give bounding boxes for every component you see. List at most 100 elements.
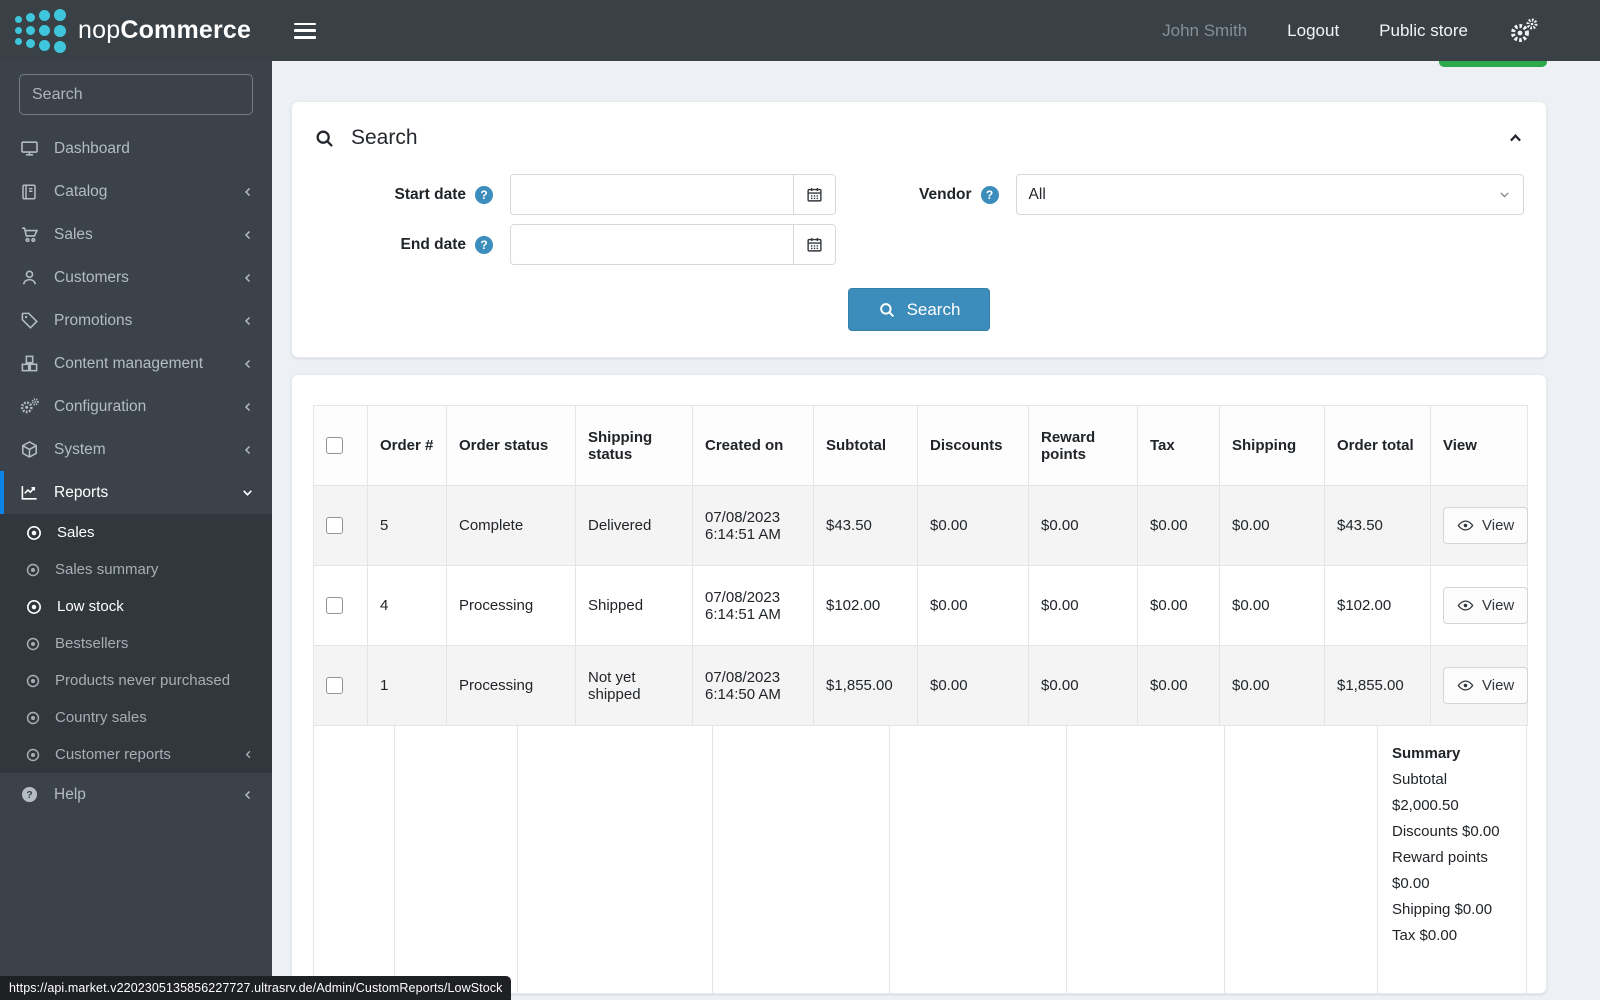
table-row: 1 Processing Not yet shipped 07/08/2023 … bbox=[313, 645, 1529, 726]
sidebar-item-label: Customers bbox=[54, 268, 129, 286]
end-date-label: End date bbox=[400, 235, 466, 253]
question-circle-icon[interactable]: ? bbox=[980, 185, 999, 204]
sidebar-item-label: Dashboard bbox=[54, 139, 130, 157]
sidebar-search-input[interactable] bbox=[32, 85, 239, 104]
chevron-left-icon bbox=[242, 789, 254, 801]
svg-text:?: ? bbox=[26, 790, 32, 801]
row-checkbox[interactable] bbox=[326, 597, 343, 614]
main-content: Sales Export Search Start date ? bbox=[272, 0, 1600, 994]
chevron-down-icon bbox=[241, 486, 254, 499]
search-panel-title: Search bbox=[351, 126, 418, 149]
row-checkbox[interactable] bbox=[326, 677, 343, 694]
search-icon bbox=[879, 302, 894, 317]
orders-summary: Summary Subtotal $2,000.50 Discounts $0.… bbox=[1378, 726, 1528, 993]
column-header: Reward points bbox=[1028, 405, 1138, 486]
summary-tax: Tax $0.00 bbox=[1392, 927, 1458, 944]
cube-icon bbox=[19, 440, 39, 459]
start-date-label: Start date bbox=[394, 185, 467, 203]
view-button[interactable]: View bbox=[1443, 667, 1529, 704]
sidebar-item-label: Catalog bbox=[54, 182, 108, 200]
sidebar-item-reports[interactable]: Reports bbox=[0, 471, 272, 514]
sidebar-item-help[interactable]: ? Help bbox=[0, 773, 272, 816]
sidebar-item-system[interactable]: System bbox=[0, 428, 272, 471]
column-header: Tax bbox=[1137, 405, 1220, 486]
sidebar-item-promotions[interactable]: Promotions bbox=[0, 299, 272, 342]
cell-tax: $0.00 bbox=[1137, 485, 1220, 566]
column-header: Order status bbox=[446, 405, 576, 486]
start-date-input[interactable] bbox=[511, 175, 793, 214]
row-checkbox[interactable] bbox=[326, 517, 343, 534]
circle-dot-icon bbox=[25, 598, 43, 616]
sidebar-item-sales[interactable]: Sales bbox=[0, 213, 272, 256]
logout-link[interactable]: Logout bbox=[1287, 20, 1340, 40]
sidebar-subitem-sales-summary[interactable]: Sales summary bbox=[0, 551, 272, 588]
vendor-select[interactable]: All bbox=[1015, 174, 1524, 215]
table-row: 5 Complete Delivered 07/08/2023 6:14:51 … bbox=[313, 485, 1529, 566]
column-header: Shipping status bbox=[575, 405, 693, 486]
sidebar-subitem-sales[interactable]: Sales bbox=[0, 514, 272, 551]
sidebar-subitem-products-never-purchased[interactable]: Products never purchased bbox=[0, 662, 272, 699]
sidebar-search-box[interactable] bbox=[19, 74, 253, 115]
orders-table: Order # Order status Shipping status Cre… bbox=[313, 405, 1529, 726]
search-icon bbox=[316, 130, 333, 147]
circle-dot-icon bbox=[25, 747, 41, 763]
sidebar-item-label: Content management bbox=[54, 354, 204, 372]
select-all-checkbox[interactable] bbox=[326, 437, 343, 454]
user-icon bbox=[19, 268, 39, 287]
cell-subtotal: $43.50 bbox=[813, 485, 918, 566]
cart-icon bbox=[19, 225, 39, 244]
sidebar-subitem-low-stock[interactable]: Low stock bbox=[0, 588, 272, 625]
brand-logo[interactable]: nopCommerce bbox=[0, 0, 272, 61]
cell-order-status: Complete bbox=[446, 485, 576, 566]
cell-reward-points: $0.00 bbox=[1028, 485, 1138, 566]
search-button[interactable]: Search bbox=[847, 288, 991, 331]
cubes-icon bbox=[19, 354, 39, 373]
sidebar-subitem-label: Bestsellers bbox=[55, 635, 129, 652]
sidebar-item-label: Reports bbox=[54, 483, 109, 501]
view-button[interactable]: View bbox=[1443, 507, 1529, 544]
question-circle-icon[interactable]: ? bbox=[475, 235, 493, 254]
sidebar-subitem-country-sales[interactable]: Country sales bbox=[0, 699, 272, 736]
summary-shipping: Shipping $0.00 bbox=[1392, 901, 1493, 918]
view-button[interactable]: View bbox=[1443, 587, 1529, 624]
cell-discounts: $0.00 bbox=[917, 565, 1029, 646]
calendar-icon[interactable] bbox=[793, 175, 835, 214]
caret-up-icon[interactable] bbox=[1507, 130, 1524, 147]
sidebar-item-content-management[interactable]: Content management bbox=[0, 342, 272, 385]
book-icon bbox=[19, 183, 39, 201]
chart-line-icon bbox=[19, 483, 39, 502]
question-circle-icon[interactable]: ? bbox=[475, 185, 493, 204]
sidebar-toggle-hamburger-icon[interactable] bbox=[294, 22, 316, 39]
calendar-icon[interactable] bbox=[793, 225, 835, 264]
sidebar-item-customers[interactable]: Customers bbox=[0, 256, 272, 299]
circle-dot-icon bbox=[25, 636, 41, 652]
top-header: nopCommerce John Smith Logout Public sto… bbox=[0, 0, 1600, 61]
gears-icon[interactable] bbox=[1508, 18, 1538, 44]
sidebar-item-dashboard[interactable]: Dashboard bbox=[0, 127, 272, 170]
public-store-link[interactable]: Public store bbox=[1379, 20, 1468, 40]
table-header-row: Order # Order status Shipping status Cre… bbox=[313, 405, 1528, 486]
column-header: Order total bbox=[1324, 405, 1431, 486]
help-icon: ? bbox=[19, 785, 39, 804]
chevron-left-icon bbox=[242, 229, 254, 241]
sidebar-subitem-customer-reports[interactable]: Customer reports bbox=[0, 736, 272, 773]
column-header: View bbox=[1430, 405, 1528, 486]
sidebar-subitem-bestsellers[interactable]: Bestsellers bbox=[0, 625, 272, 662]
eye-icon bbox=[1457, 600, 1474, 611]
cell-created-on: 07/08/2023 6:14:51 AM bbox=[692, 485, 814, 566]
cell-order-number: 4 bbox=[367, 565, 447, 646]
column-header: Order # bbox=[367, 405, 447, 486]
brand-text: nopCommerce bbox=[78, 16, 252, 44]
end-date-input[interactable] bbox=[511, 225, 793, 264]
summary-reward-points: Reward points $0.00 bbox=[1392, 849, 1488, 892]
status-url-tooltip: https://api.market.v2202305135856227727.… bbox=[0, 976, 512, 1000]
cell-order-total: $102.00 bbox=[1324, 565, 1431, 646]
chevron-left-icon bbox=[242, 358, 254, 370]
eye-icon bbox=[1457, 520, 1474, 531]
sidebar-item-configuration[interactable]: Configuration bbox=[0, 385, 272, 428]
cell-reward-points: $0.00 bbox=[1028, 565, 1138, 646]
desktop-icon bbox=[19, 139, 39, 158]
sidebar-item-catalog[interactable]: Catalog bbox=[0, 170, 272, 213]
chevron-left-icon bbox=[242, 315, 254, 327]
circle-dot-icon bbox=[25, 673, 41, 689]
